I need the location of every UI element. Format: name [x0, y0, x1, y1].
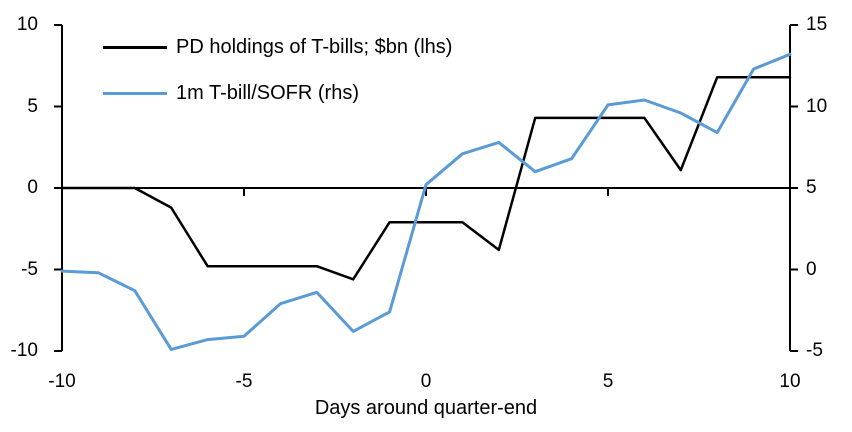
x-axis-tick-label: -10 — [48, 371, 76, 392]
x-axis-tick-label: -5 — [235, 371, 253, 392]
x-axis-tick-label: 0 — [420, 371, 432, 392]
right-axis-tick-label: 0 — [806, 259, 817, 280]
legend-swatch-pd-holdings — [103, 46, 167, 49]
legend-label-sofr: 1m T-bill/SOFR (rhs) — [176, 82, 359, 104]
series-pd-holdings-line — [60, 75, 792, 281]
legend-label-pd-holdings: PD holdings of T-bills; $bn (lhs) — [176, 36, 453, 58]
right-axis-tick-label: 10 — [806, 96, 828, 117]
left-axis-tick-label: -10 — [10, 340, 38, 361]
x-axis-title: Days around quarter-end — [314, 397, 538, 419]
series-sofr-line — [60, 52, 792, 351]
legend-swatch-sofr — [103, 92, 167, 95]
right-axis-tick-label: 15 — [806, 14, 828, 35]
left-axis-tick-label: -5 — [21, 259, 38, 280]
right-axis-tick-label: -5 — [806, 340, 823, 361]
right-axis-tick-label: 5 — [806, 177, 817, 198]
left-axis-tick-label: 5 — [27, 96, 38, 117]
x-axis-tick-label: 10 — [779, 371, 801, 392]
x-axis-tick-label: 5 — [602, 371, 614, 392]
left-axis-tick-label: 0 — [27, 177, 38, 198]
left-axis-tick-label: 10 — [16, 14, 38, 35]
